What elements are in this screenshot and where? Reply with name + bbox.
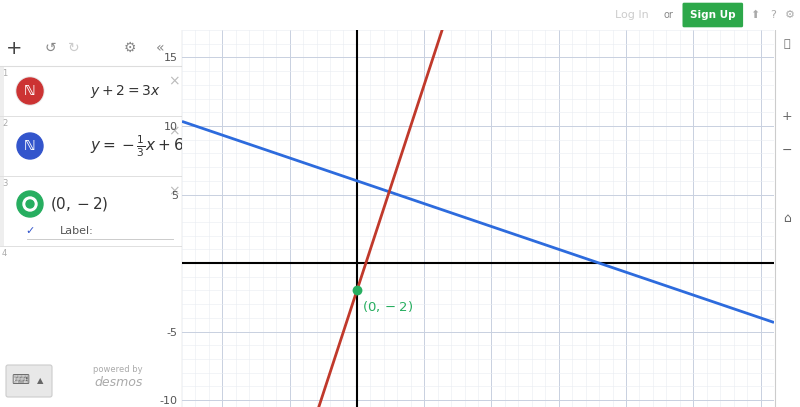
Circle shape (17, 191, 43, 217)
Text: $(0,-2)$: $(0,-2)$ (50, 195, 109, 213)
Text: ⬆: ⬆ (750, 10, 760, 20)
Text: Label:: Label: (60, 225, 94, 236)
Text: 2: 2 (2, 119, 7, 128)
FancyBboxPatch shape (682, 3, 743, 27)
Text: or: or (663, 10, 673, 20)
Text: ?: ? (770, 10, 776, 20)
FancyBboxPatch shape (0, 66, 4, 116)
Text: ↻: ↻ (68, 41, 80, 55)
Text: ✓: ✓ (26, 225, 34, 236)
Text: −: − (782, 144, 792, 157)
Text: ↺: ↺ (44, 41, 56, 55)
Text: ×: × (168, 74, 180, 88)
Text: ×: × (168, 184, 180, 198)
Text: powered by: powered by (94, 365, 143, 374)
Text: ▲: ▲ (37, 376, 43, 385)
Text: desmos: desmos (94, 376, 142, 389)
Text: desmos: desmos (362, 6, 438, 24)
FancyBboxPatch shape (0, 116, 4, 176)
Text: 4: 4 (2, 249, 7, 258)
Text: ⌂: ⌂ (783, 212, 791, 225)
Text: 1: 1 (2, 69, 7, 78)
Circle shape (17, 133, 43, 159)
FancyBboxPatch shape (0, 176, 4, 246)
Text: Untitled Graph: Untitled Graph (28, 9, 120, 22)
Text: «: « (156, 41, 164, 55)
Text: Sign Up: Sign Up (690, 10, 736, 20)
Text: +: + (6, 39, 22, 57)
Text: $(0, -2)$: $(0, -2)$ (362, 299, 414, 314)
Text: ⌨: ⌨ (11, 374, 29, 387)
Circle shape (17, 78, 43, 104)
Text: $y + 2 = 3x$: $y + 2 = 3x$ (90, 83, 161, 99)
Text: Log In: Log In (615, 10, 649, 20)
Circle shape (26, 200, 34, 208)
Text: ℕ: ℕ (24, 139, 36, 153)
Text: ⚙: ⚙ (785, 10, 794, 20)
Text: 3: 3 (2, 179, 7, 188)
FancyBboxPatch shape (6, 365, 52, 397)
Point (350, 287, 363, 294)
Text: ℕ: ℕ (24, 84, 36, 98)
Text: $y = -\frac{1}{3}x + 6$: $y = -\frac{1}{3}x + 6$ (90, 133, 184, 159)
Text: ×: × (168, 124, 180, 138)
Text: ≡: ≡ (12, 7, 25, 22)
Circle shape (23, 197, 37, 211)
Text: 🔧: 🔧 (784, 39, 790, 49)
Text: ⚙: ⚙ (124, 41, 136, 55)
Circle shape (16, 77, 44, 105)
Text: +: + (782, 110, 792, 123)
